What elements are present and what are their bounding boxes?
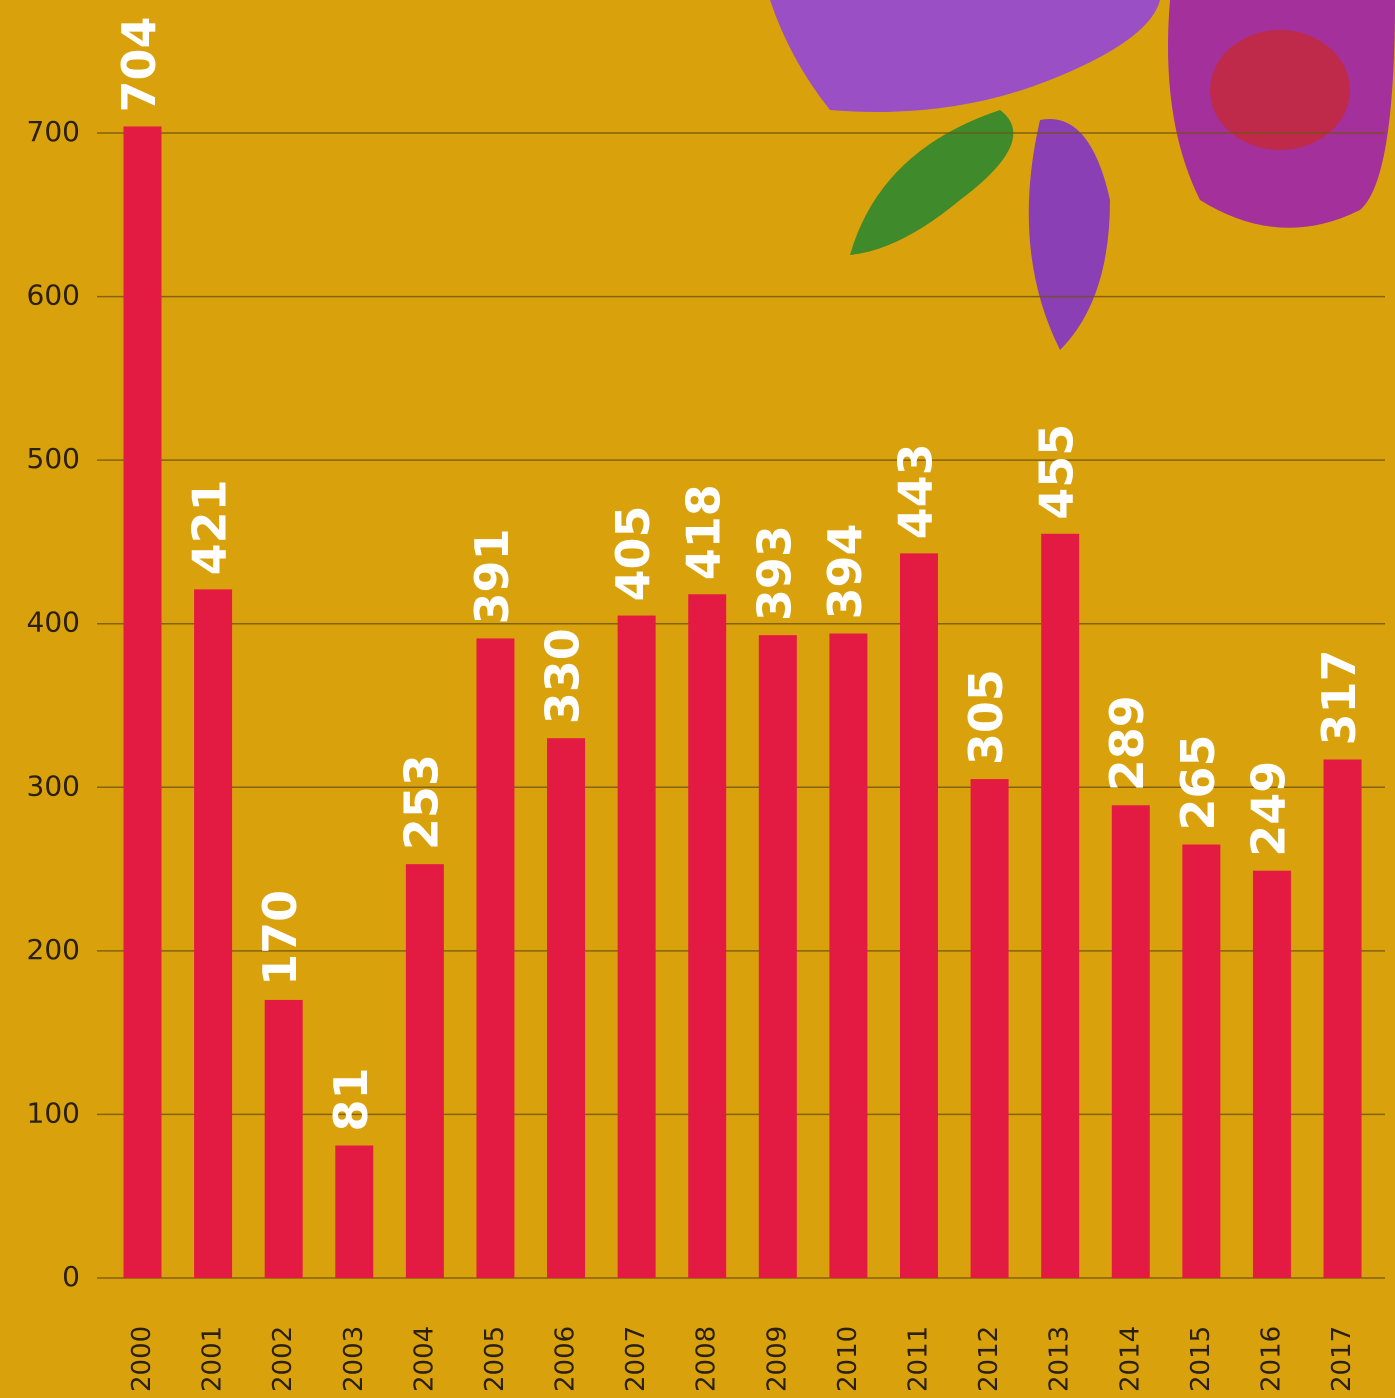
bar — [1324, 759, 1362, 1278]
value-label: 317 — [1312, 649, 1366, 745]
bar — [124, 126, 162, 1278]
bar — [971, 779, 1009, 1278]
chart: 0 100 200 300 400 500 600 700 704 2000 421 2001 170 2… — [0, 0, 1395, 1398]
x-tick-label: 2001 — [198, 1326, 228, 1392]
value-label: 443 — [888, 443, 942, 539]
y-tick-label: 100 — [27, 1096, 80, 1129]
x-tick-label: 2010 — [833, 1326, 863, 1392]
bar — [900, 553, 938, 1278]
value-label: 421 — [183, 479, 237, 575]
value-label: 391 — [465, 528, 519, 624]
x-tick-label: 2009 — [762, 1326, 792, 1392]
y-tick-label: 0 — [62, 1260, 80, 1293]
value-label: 405 — [606, 506, 660, 602]
bar — [1182, 845, 1220, 1278]
value-label: 81 — [324, 1067, 378, 1131]
bar — [829, 634, 867, 1278]
x-tick-label: 2007 — [621, 1326, 651, 1392]
bar — [406, 864, 444, 1278]
x-tick-label: 2000 — [127, 1326, 157, 1392]
page: {"chart_data": {"type": "bar", "categori… — [0, 0, 1395, 1398]
x-tick-label: 2014 — [1115, 1326, 1145, 1392]
x-tick-label: 2013 — [1045, 1326, 1075, 1392]
x-tick-label: 2011 — [903, 1326, 933, 1392]
bar — [1112, 805, 1150, 1278]
value-label: 170 — [253, 890, 307, 986]
bar — [1041, 534, 1079, 1278]
y-tick-label: 700 — [27, 115, 80, 148]
x-tick-label: 2002 — [268, 1326, 298, 1392]
value-label: 265 — [1171, 735, 1225, 831]
y-tick-label: 600 — [27, 279, 80, 312]
value-label: 249 — [1241, 761, 1295, 857]
bar — [476, 638, 514, 1278]
value-label: 305 — [959, 669, 1013, 765]
x-tick-label: 2012 — [974, 1326, 1004, 1392]
bar — [194, 589, 232, 1278]
bar — [618, 616, 656, 1278]
value-label: 418 — [677, 484, 731, 580]
bar — [688, 594, 726, 1278]
value-label: 253 — [394, 754, 448, 850]
x-tick-label: 2004 — [409, 1326, 439, 1392]
x-tick-label: 2006 — [551, 1326, 581, 1392]
bar — [759, 635, 797, 1278]
x-tick-label: 2003 — [339, 1326, 369, 1392]
x-tick-label: 2017 — [1327, 1326, 1357, 1392]
bar — [1253, 871, 1291, 1278]
y-tick-label: 500 — [27, 442, 80, 475]
y-tick-label: 300 — [27, 769, 80, 802]
value-label: 393 — [747, 525, 801, 621]
y-tick-label: 400 — [27, 606, 80, 639]
x-tick-label: 2005 — [480, 1326, 510, 1392]
value-label: 394 — [818, 523, 872, 619]
bar — [335, 1146, 373, 1278]
bar — [265, 1000, 303, 1278]
x-tick-label: 2016 — [1256, 1326, 1286, 1392]
value-label: 455 — [1030, 424, 1084, 520]
bar — [547, 738, 585, 1278]
value-label: 704 — [112, 16, 166, 112]
value-label: 289 — [1100, 695, 1154, 791]
x-tick-label: 2015 — [1186, 1326, 1216, 1392]
value-label: 330 — [536, 628, 590, 724]
y-tick-label: 200 — [27, 933, 80, 966]
x-tick-label: 2008 — [692, 1326, 722, 1392]
